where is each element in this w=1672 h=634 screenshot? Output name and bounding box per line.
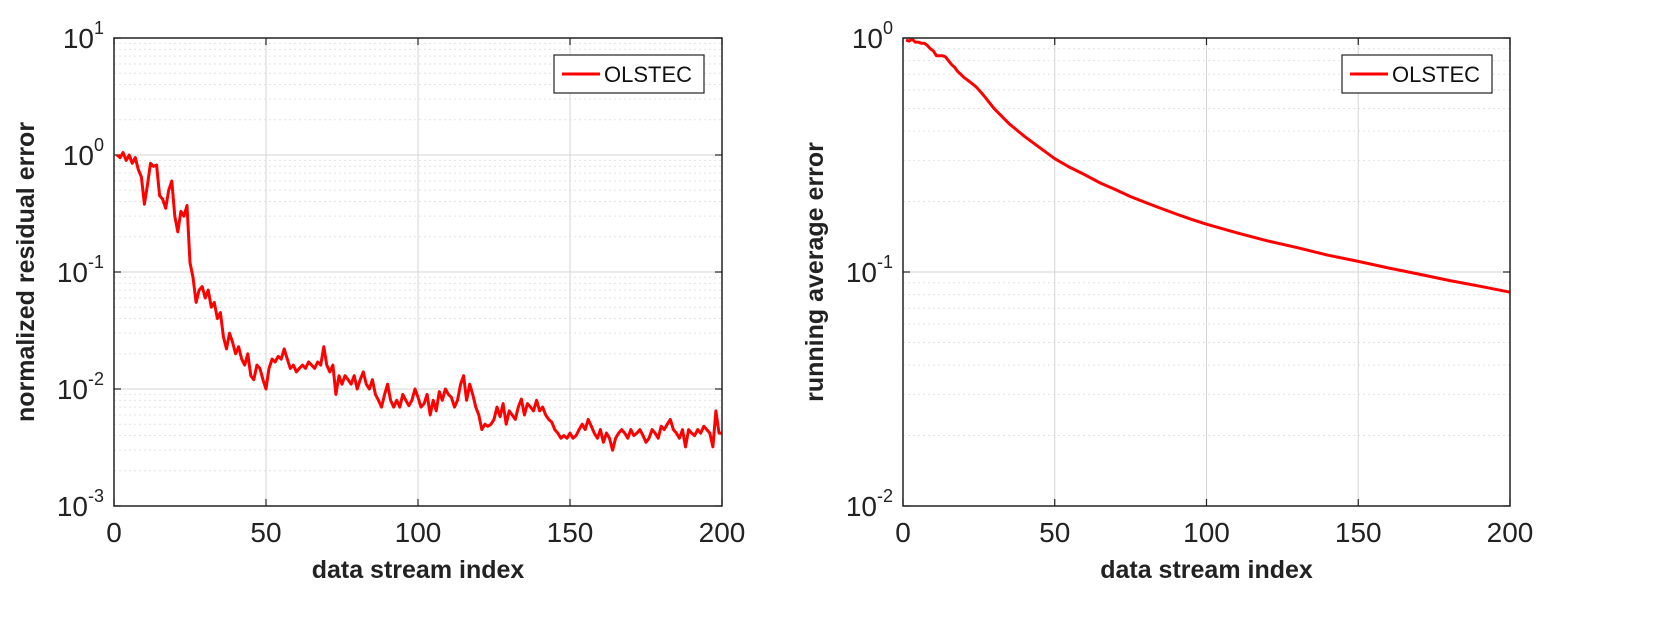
x-tick-label: 100 xyxy=(1183,517,1230,548)
x-tick-label: 150 xyxy=(1335,517,1382,548)
axes-frame xyxy=(902,37,1511,507)
y-tick-label: 10-1 xyxy=(57,252,104,288)
y-tick-label: 10-2 xyxy=(846,486,893,522)
x-tick-label: 100 xyxy=(395,517,442,548)
tick-labels: 10-3 10-2 10-1 100 101 0 50 100 150 200 xyxy=(57,18,746,548)
grid-lines xyxy=(113,37,723,507)
series-line-olstec xyxy=(905,37,1511,294)
legend: OLSTEC xyxy=(553,54,705,94)
tick-labels: 10-2 10-1 100 0 50 100 150 200 xyxy=(846,18,1534,548)
y-tick-label: 10-1 xyxy=(846,252,893,288)
x-tick-label: 0 xyxy=(895,517,911,548)
x-axis-label: data stream index xyxy=(312,556,525,584)
x-tick-label: 200 xyxy=(699,517,746,548)
x-tick-label: 50 xyxy=(250,517,281,548)
legend-label-olstec: OLSTEC xyxy=(1392,62,1480,87)
chart-panel-right: 10-2 10-1 100 0 50 100 150 200 data stream inde… xyxy=(801,18,1533,584)
legend-label-olstec: OLSTEC xyxy=(604,62,692,87)
x-tick-label: 0 xyxy=(106,517,122,548)
x-tick-label: 150 xyxy=(547,517,594,548)
chart-panel-left: 10-3 10-2 10-1 100 101 0 50 100 150 200 data stre… xyxy=(12,18,745,584)
y-tick-label: 101 xyxy=(63,18,104,54)
axes-frame xyxy=(113,37,723,507)
x-axis-label: data stream index xyxy=(1100,556,1313,584)
series-line-olstec xyxy=(116,151,722,452)
x-tick-label: 200 xyxy=(1487,517,1534,548)
y-tick-label: 100 xyxy=(63,135,104,171)
y-axis-label: running average error xyxy=(801,142,829,402)
y-tick-label: 10-2 xyxy=(57,369,104,405)
legend: OLSTEC xyxy=(1341,54,1493,94)
y-axis-label: normalized residual error xyxy=(12,122,40,422)
y-tick-label: 10-3 xyxy=(57,486,104,522)
x-tick-label: 50 xyxy=(1039,517,1070,548)
y-tick-label: 100 xyxy=(852,18,893,54)
